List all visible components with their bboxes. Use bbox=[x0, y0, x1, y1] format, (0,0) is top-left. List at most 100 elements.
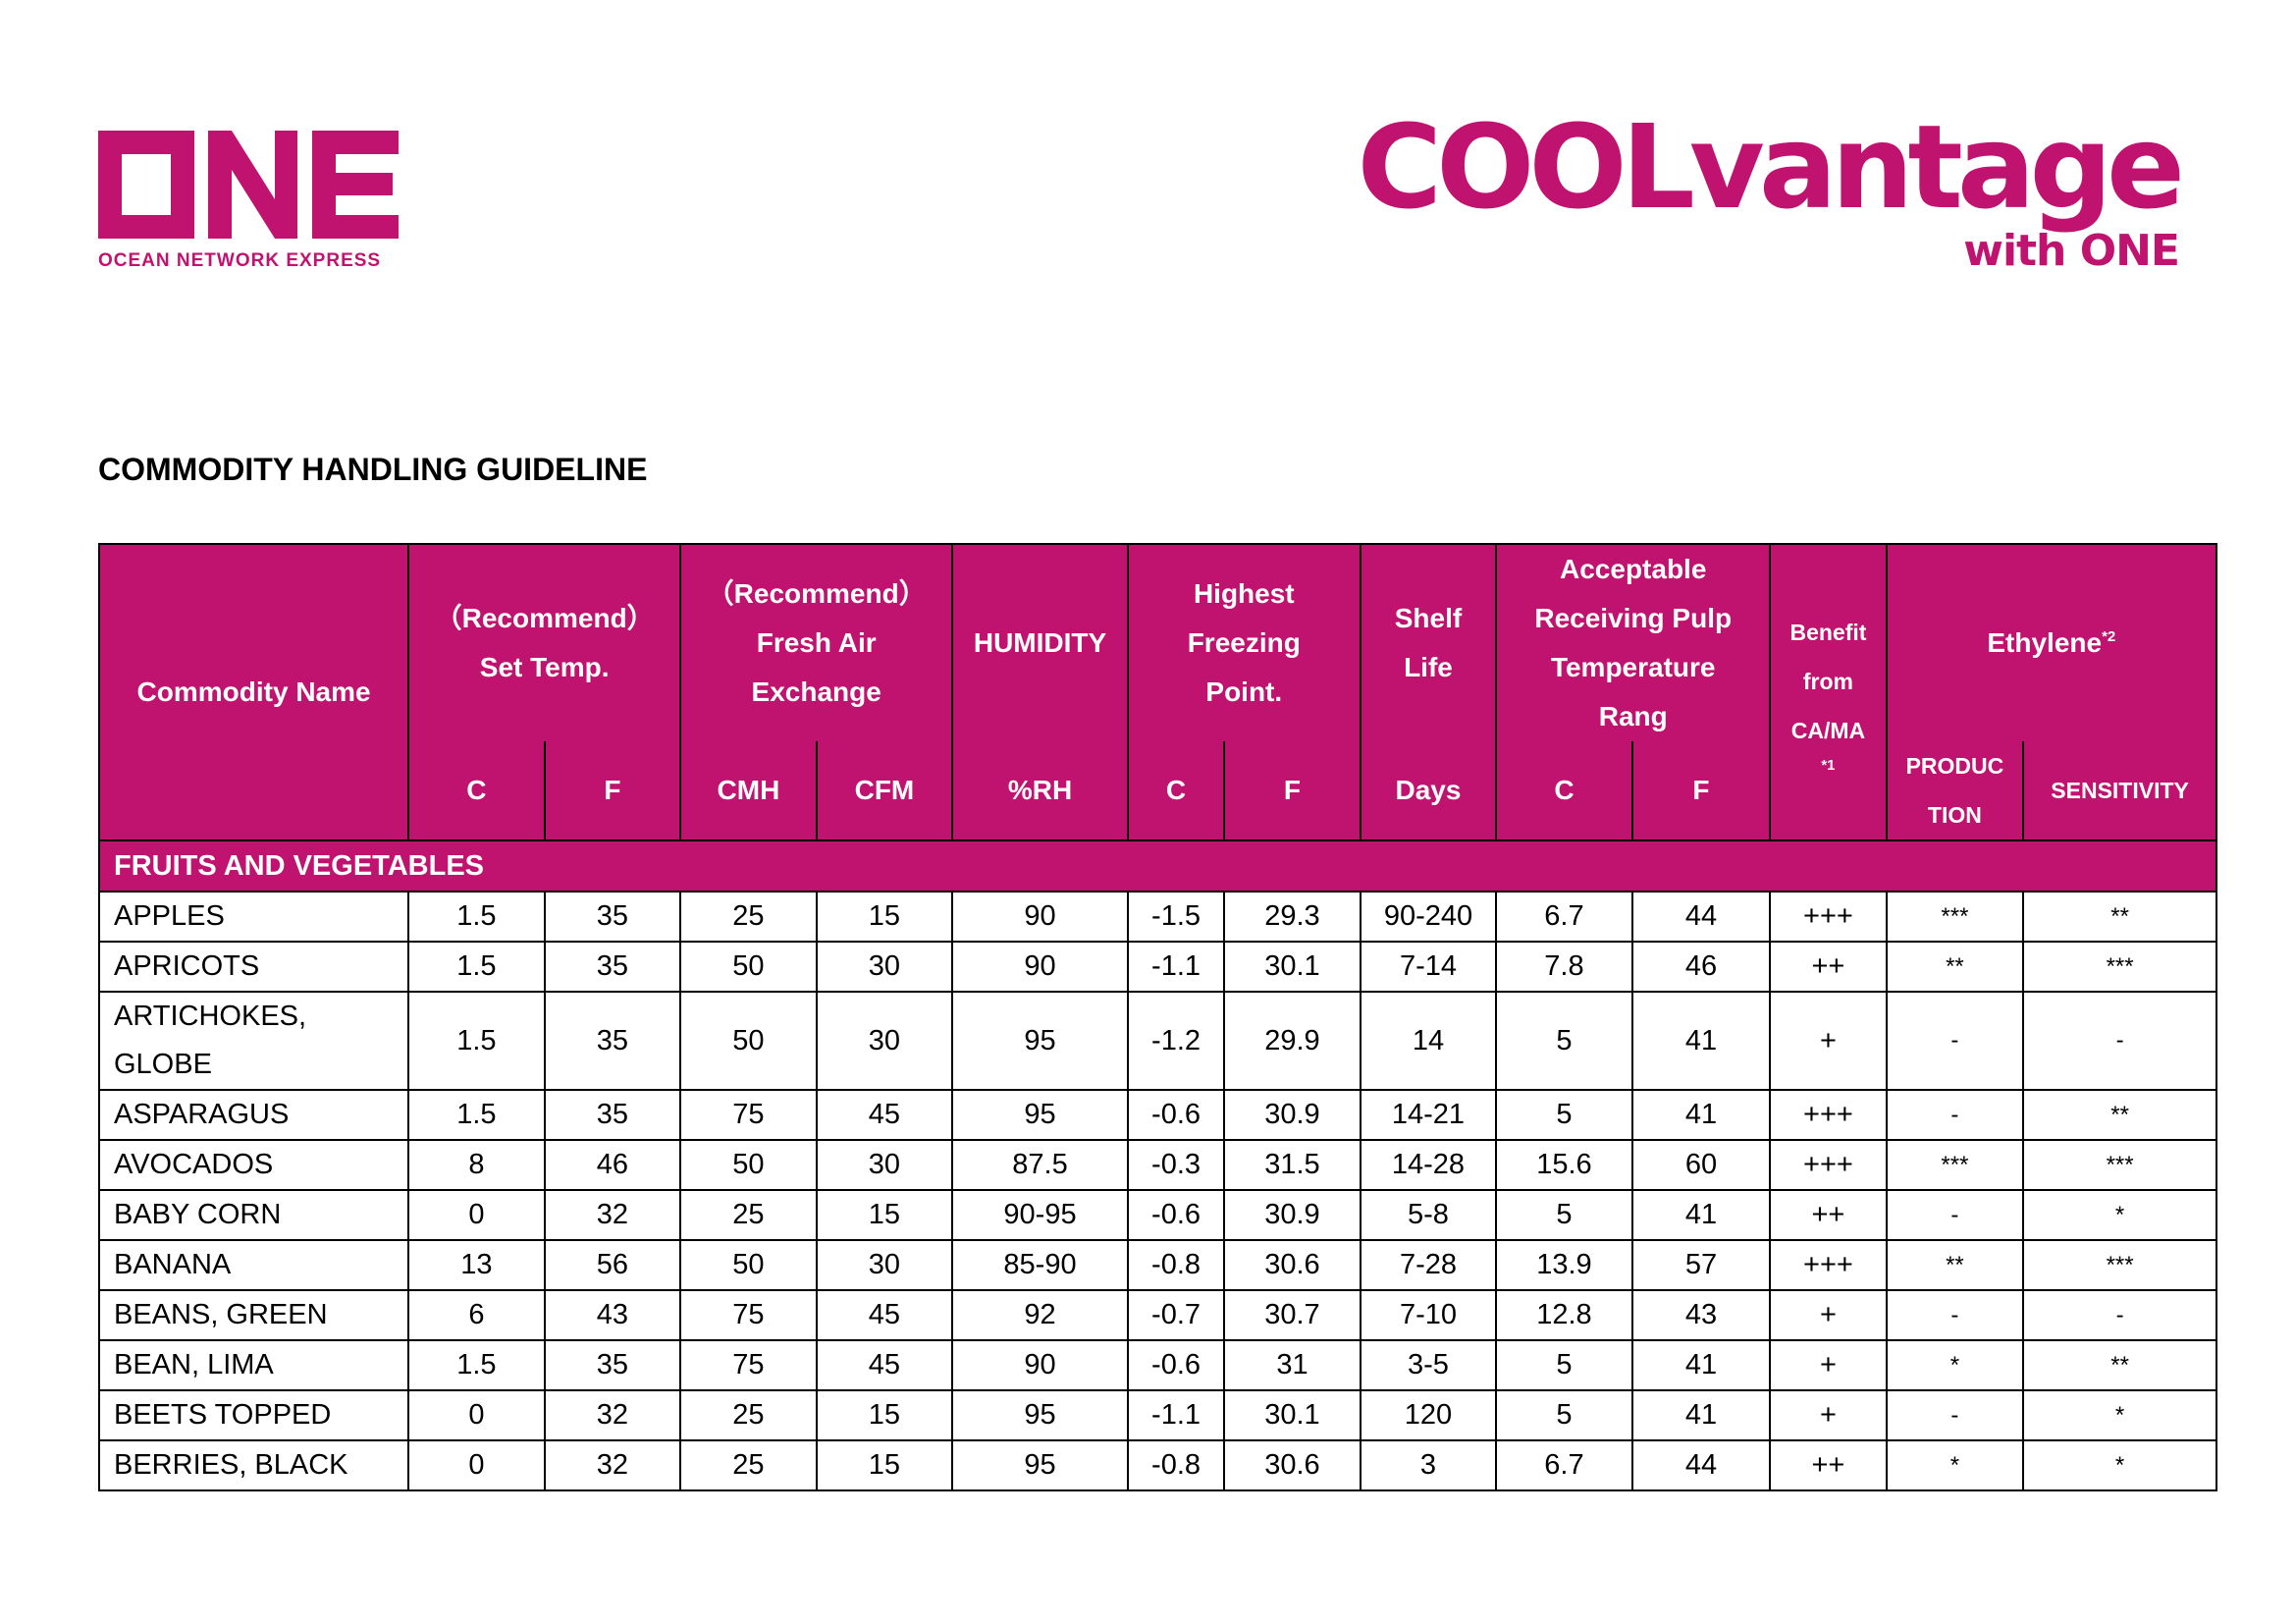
cell-pulp-f: 41 bbox=[1630, 1089, 1772, 1141]
cell-freeze-f: 31 bbox=[1223, 1339, 1362, 1391]
cell-humidity: 87.5 bbox=[951, 1139, 1129, 1191]
cell-pulp-c: 7.8 bbox=[1495, 941, 1633, 993]
logo-tagline: OCEAN NETWORK EXPRESS bbox=[98, 250, 382, 271]
cell-ethylene-sensitivity: ** bbox=[2022, 891, 2217, 943]
cell-cfm: 30 bbox=[815, 991, 954, 1091]
cell-humidity: 95 bbox=[951, 1389, 1129, 1441]
subheader-set-c: C bbox=[407, 741, 546, 841]
cell-commodity-name: ARTICHOKES, GLOBE bbox=[97, 991, 410, 1091]
cell-pulp-f: 46 bbox=[1630, 941, 1772, 993]
one-wordmark-icon bbox=[98, 131, 399, 239]
cell-humidity: 90 bbox=[951, 891, 1129, 943]
cell-cfm: 45 bbox=[815, 1339, 954, 1391]
benefit-footnote-mark: *1 bbox=[1821, 757, 1836, 774]
cell-ethylene-production: - bbox=[1885, 1089, 2025, 1141]
cell-set-f: 35 bbox=[543, 991, 682, 1091]
cell-humidity: 92 bbox=[951, 1289, 1129, 1341]
cell-commodity-name: AVOCADOS bbox=[97, 1139, 410, 1191]
table-row: APRICOTS 1.5 35 50 30 90 -1.1 30.1 7-14 7.8 46 ++ **… bbox=[97, 941, 2217, 993]
cell-ethylene-sensitivity: * bbox=[2022, 1189, 2217, 1241]
cell-cmh: 25 bbox=[679, 1439, 818, 1491]
cell-benefit: + bbox=[1769, 1389, 1888, 1441]
ethylene-footnote-mark: *2 bbox=[2102, 628, 2116, 645]
cell-cfm: 30 bbox=[815, 1139, 954, 1191]
cell-cfm: 15 bbox=[815, 1439, 954, 1491]
cell-pulp-f: 41 bbox=[1630, 1189, 1772, 1241]
cell-benefit: + bbox=[1769, 1289, 1888, 1341]
cell-set-c: 1.5 bbox=[407, 991, 546, 1091]
cell-ethylene-sensitivity: - bbox=[2022, 991, 2217, 1091]
subheader-freeze-f: F bbox=[1223, 741, 1362, 841]
cell-set-c: 0 bbox=[407, 1189, 546, 1241]
cell-freeze-c: -0.7 bbox=[1126, 1289, 1226, 1341]
cell-ethylene-production: - bbox=[1885, 1389, 2025, 1441]
brand-title: COOLvantage bbox=[1357, 99, 2185, 235]
cell-set-f: 32 bbox=[543, 1439, 682, 1491]
header-benefit-ca-ma: Benefit from CA/MA *1 bbox=[1769, 543, 1888, 841]
cell-pulp-c: 5 bbox=[1495, 1339, 1633, 1391]
cell-freeze-c: -1.1 bbox=[1126, 941, 1226, 993]
cell-freeze-c: -1.2 bbox=[1126, 991, 1226, 1091]
cell-pulp-f: 43 bbox=[1630, 1289, 1772, 1341]
section-fruits-vegetables: FRUITS AND VEGETABLES bbox=[98, 839, 2217, 893]
cell-set-f: 35 bbox=[543, 1339, 682, 1391]
cell-freeze-f: 29.3 bbox=[1223, 891, 1362, 943]
cell-shelf-days: 5-8 bbox=[1359, 1189, 1498, 1241]
cell-shelf-days: 7-14 bbox=[1359, 941, 1498, 993]
subheader-cmh: CMH bbox=[679, 741, 818, 841]
cell-set-c: 6 bbox=[407, 1289, 546, 1341]
cell-ethylene-production: *** bbox=[1885, 1139, 2025, 1191]
cell-shelf-days: 14-21 bbox=[1359, 1089, 1498, 1141]
one-logo: OCEAN NETWORK EXPRESS bbox=[98, 131, 399, 273]
cell-pulp-c: 5 bbox=[1495, 1189, 1633, 1241]
cell-shelf-days: 14-28 bbox=[1359, 1139, 1498, 1191]
cell-benefit: +++ bbox=[1769, 891, 1888, 943]
cell-humidity: 90 bbox=[951, 941, 1129, 993]
cell-humidity: 95 bbox=[951, 991, 1129, 1091]
cell-set-f: 56 bbox=[543, 1239, 682, 1291]
cell-pulp-f: 57 bbox=[1630, 1239, 1772, 1291]
cell-humidity: 90 bbox=[951, 1339, 1129, 1391]
cell-benefit: +++ bbox=[1769, 1239, 1888, 1291]
subheader-pulp-f: F bbox=[1630, 741, 1772, 841]
cell-humidity: 95 bbox=[951, 1439, 1129, 1491]
cell-pulp-c: 6.7 bbox=[1495, 891, 1633, 943]
cell-cfm: 15 bbox=[815, 1389, 954, 1441]
cell-set-f: 32 bbox=[543, 1189, 682, 1241]
cell-cfm: 45 bbox=[815, 1089, 954, 1141]
cell-ethylene-sensitivity: * bbox=[2022, 1439, 2217, 1491]
cell-ethylene-production: *** bbox=[1885, 891, 2025, 943]
table-row: BANANA 13 56 50 30 85-90 -0.8 30.6 7-28 13.9 57 +++… bbox=[97, 1239, 2217, 1291]
cell-ethylene-production: * bbox=[1885, 1339, 2025, 1391]
brand-subtitle: with ONE bbox=[1963, 226, 2180, 276]
cell-pulp-c: 5 bbox=[1495, 991, 1633, 1091]
cell-cmh: 50 bbox=[679, 941, 818, 993]
table-row: BEETS TOPPED 0 32 25 15 95 -1.1 30.1 120 5 41 + - * bbox=[97, 1389, 2217, 1441]
cell-commodity-name: APRICOTS bbox=[97, 941, 410, 993]
cell-ethylene-production: - bbox=[1885, 991, 2025, 1091]
table-row: APPLES 1.5 35 25 15 90 -1.5 29.3 90-240 6.7 44 +++ *… bbox=[97, 891, 2217, 943]
cell-set-f: 35 bbox=[543, 1089, 682, 1141]
cell-pulp-f: 41 bbox=[1630, 991, 1772, 1091]
cell-cfm: 15 bbox=[815, 891, 954, 943]
cell-humidity: 85-90 bbox=[951, 1239, 1129, 1291]
header-freezing-point: Highest Freezing Point. bbox=[1126, 543, 1362, 741]
cell-freeze-f: 30.1 bbox=[1223, 941, 1362, 993]
cell-set-c: 1.5 bbox=[407, 941, 546, 993]
cell-freeze-f: 30.6 bbox=[1223, 1239, 1362, 1291]
cell-ethylene-sensitivity: * bbox=[2022, 1389, 2217, 1441]
cell-commodity-name: BEETS TOPPED bbox=[97, 1389, 410, 1441]
cell-pulp-f: 41 bbox=[1630, 1339, 1772, 1391]
cell-cmh: 75 bbox=[679, 1339, 818, 1391]
cell-shelf-days: 90-240 bbox=[1359, 891, 1498, 943]
cell-benefit: +++ bbox=[1769, 1139, 1888, 1191]
cell-set-c: 1.5 bbox=[407, 1089, 546, 1141]
cell-cmh: 25 bbox=[679, 1389, 818, 1441]
cell-humidity: 90-95 bbox=[951, 1189, 1129, 1241]
header-pulp-temp: Acceptable Receiving Pulp Temperature Ra… bbox=[1495, 543, 1772, 741]
header-ethylene: Ethylene*2 bbox=[1885, 543, 2218, 741]
cell-commodity-name: BEAN, LIMA bbox=[97, 1339, 410, 1391]
cell-freeze-f: 30.9 bbox=[1223, 1089, 1362, 1141]
cell-benefit: + bbox=[1769, 1339, 1888, 1391]
cell-pulp-f: 44 bbox=[1630, 1439, 1772, 1491]
